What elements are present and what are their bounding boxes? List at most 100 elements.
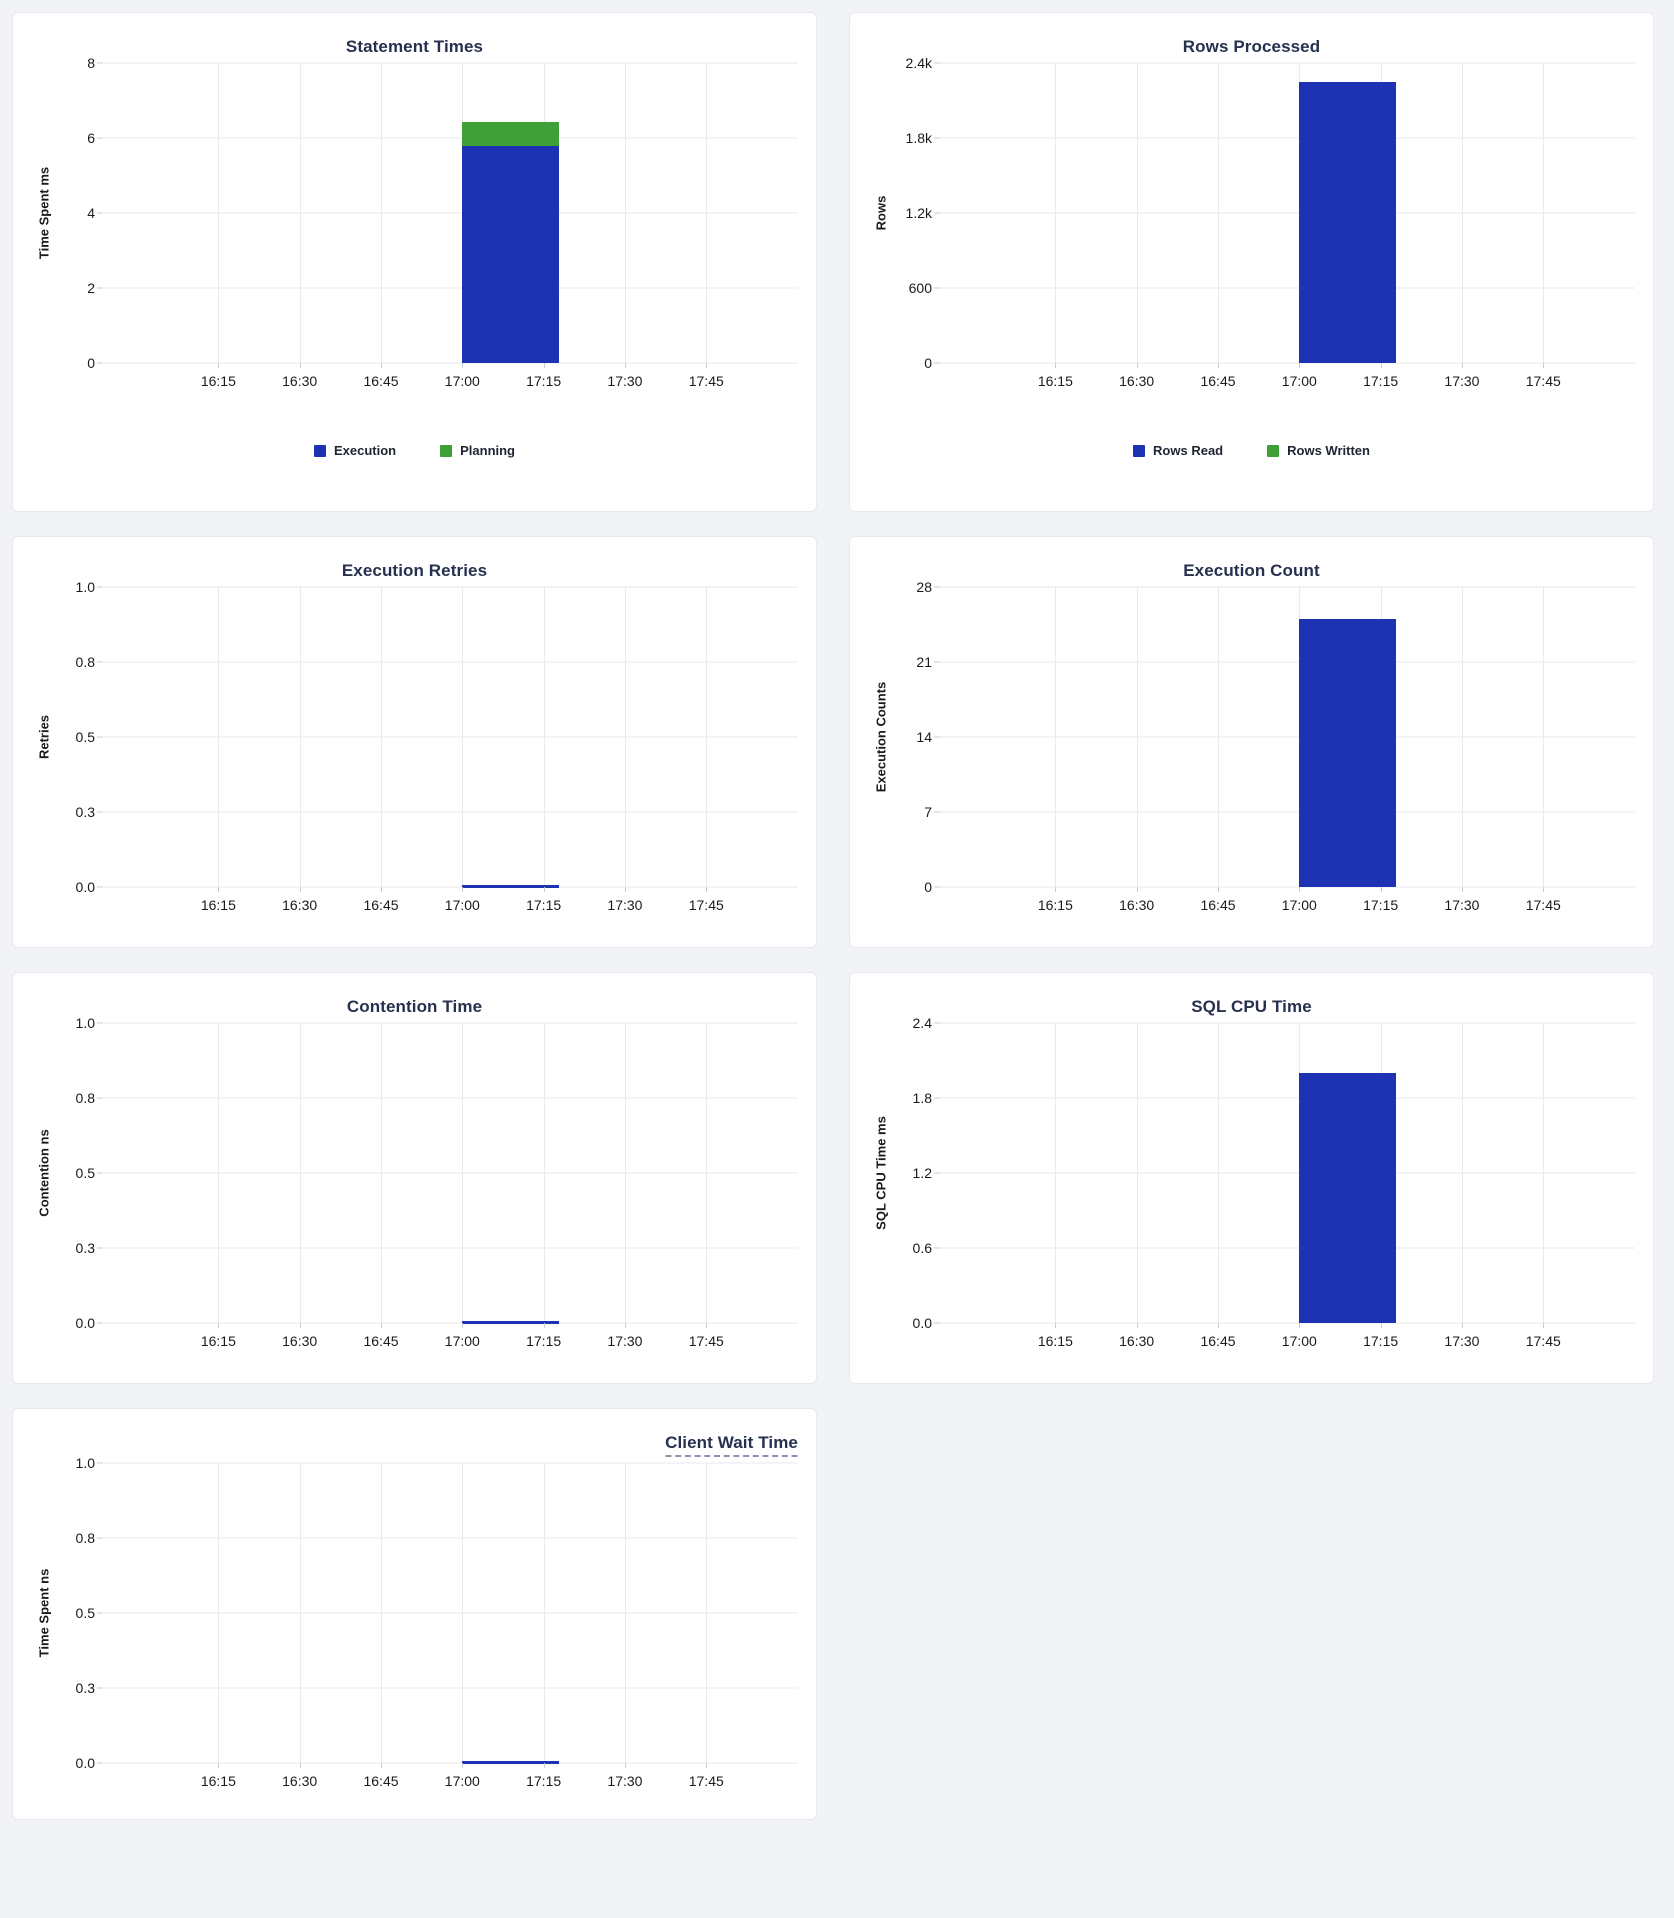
legend-swatch-icon bbox=[313, 444, 326, 457]
y-tick-label: 21 bbox=[916, 654, 932, 670]
plot-area-rows-processed: Rows 2.4k 1.8k 1.2k 600 0 bbox=[868, 55, 1635, 371]
x-tick-label: 17:45 bbox=[1525, 373, 1561, 389]
bar-segment-planning[interactable] bbox=[462, 121, 559, 147]
y-axis-ticks-contention-time: 1.0 0.8 0.5 0.3 0.0 bbox=[57, 1015, 103, 1331]
x-tick-label: 17:30 bbox=[1444, 1333, 1480, 1349]
x-axis-rows-processed: 16:15 16:30 16:45 17:00 17:15 17:30 17:4… bbox=[940, 363, 1635, 397]
legend-label: Rows Written bbox=[1287, 443, 1370, 458]
x-tick-label: 16:15 bbox=[200, 373, 236, 389]
plot-area-sql-cpu-time: SQL CPU Time ms 2.4 1.8 1.2 0.6 0.0 bbox=[868, 1015, 1635, 1331]
chart-title-client-wait-time[interactable]: Client Wait Time bbox=[665, 1433, 798, 1457]
x-tick-label: 16:45 bbox=[1200, 1333, 1236, 1349]
line-series-client-wait[interactable] bbox=[462, 1761, 559, 1764]
y-tick-label: 8 bbox=[87, 55, 95, 71]
y-axis-ticks-execution-count: 28 21 14 7 0 bbox=[894, 579, 940, 895]
y-axis-ticks-client-wait-time: 1.0 0.8 0.5 0.3 0.0 bbox=[57, 1455, 103, 1771]
legend-item-rows-read[interactable]: Rows Read bbox=[1133, 443, 1223, 458]
chart-card-execution-count: Execution Count Execution Counts 28 21 1… bbox=[849, 536, 1654, 948]
legend-rows-processed: Rows Read Rows Written bbox=[868, 443, 1635, 458]
x-tick-label: 17:15 bbox=[526, 897, 562, 913]
chart-card-client-wait-time: Client Wait Time Time Spent ns 1.0 0.8 0… bbox=[12, 1408, 817, 1820]
bar-segment-execution[interactable] bbox=[462, 146, 559, 363]
x-tick-label: 16:30 bbox=[282, 1333, 318, 1349]
chart-card-sql-cpu-time: SQL CPU Time SQL CPU Time ms 2.4 1.8 1.2… bbox=[849, 972, 1654, 1384]
legend-item-planning[interactable]: Planning bbox=[440, 443, 515, 458]
y-tick-label: 0 bbox=[924, 355, 932, 371]
plot-area-execution-count: Execution Counts 28 21 14 7 0 bbox=[868, 579, 1635, 895]
x-tick-label: 16:15 bbox=[1037, 897, 1073, 913]
y-axis-ticks-sql-cpu-time: 2.4 1.8 1.2 0.6 0.0 bbox=[894, 1015, 940, 1331]
x-tick-label: 17:15 bbox=[1363, 373, 1399, 389]
x-tick-label: 16:15 bbox=[1037, 373, 1073, 389]
legend-label: Planning bbox=[460, 443, 515, 458]
y-axis-label-sql-cpu-time: SQL CPU Time ms bbox=[873, 1116, 889, 1230]
x-tick-label: 17:45 bbox=[1525, 897, 1561, 913]
y-tick-label: 28 bbox=[916, 579, 932, 595]
y-tick-label: 2.4k bbox=[905, 55, 932, 71]
y-axis-label-client-wait-time: Time Spent ns bbox=[36, 1568, 52, 1658]
x-tick-label: 16:15 bbox=[200, 897, 236, 913]
x-tick-label: 17:45 bbox=[688, 1333, 724, 1349]
charts-dashboard: Statement Times Time Spent ms 8 6 4 2 0 bbox=[12, 12, 1654, 1820]
x-tick-label: 17:15 bbox=[526, 1333, 562, 1349]
x-tick-label: 17:00 bbox=[444, 897, 480, 913]
x-tick-label: 17:15 bbox=[526, 373, 562, 389]
line-series-contention[interactable] bbox=[462, 1321, 559, 1324]
chart-card-rows-processed: Rows Processed Rows 2.4k 1.8k 1.2k 600 0 bbox=[849, 12, 1654, 512]
y-tick-label: 0.3 bbox=[75, 1680, 95, 1696]
plot-canvas-execution-count bbox=[940, 586, 1635, 888]
x-axis-sql-cpu-time: 16:15 16:30 16:45 17:00 17:15 17:30 17:4… bbox=[940, 1323, 1635, 1357]
plot-canvas-sql-cpu-time bbox=[940, 1022, 1635, 1324]
x-tick-label: 17:45 bbox=[688, 1773, 724, 1789]
line-series-retries[interactable] bbox=[462, 885, 559, 888]
x-tick-label: 16:45 bbox=[363, 1773, 399, 1789]
x-tick-label: 16:45 bbox=[363, 897, 399, 913]
bar-segment-rows-read[interactable] bbox=[1299, 81, 1396, 363]
chart-title-rows-processed: Rows Processed bbox=[1182, 37, 1321, 56]
y-tick-label: 1.8k bbox=[905, 130, 932, 146]
bar-rows-processed[interactable] bbox=[1299, 81, 1396, 363]
y-tick-label: 1.2k bbox=[905, 205, 932, 221]
bar-execution-count[interactable] bbox=[1299, 619, 1396, 887]
plot-canvas-statement-times bbox=[103, 62, 798, 364]
y-tick-label: 0.8 bbox=[75, 1090, 95, 1106]
plot-area-client-wait-time: Time Spent ns 1.0 0.8 0.5 0.3 0.0 bbox=[31, 1455, 798, 1771]
chart-title-contention-time: Contention Time bbox=[346, 997, 483, 1016]
plot-canvas-rows-processed bbox=[940, 62, 1635, 364]
y-tick-label: 0.5 bbox=[75, 1165, 95, 1181]
x-tick-label: 16:30 bbox=[1119, 897, 1155, 913]
x-tick-label: 17:30 bbox=[1444, 373, 1480, 389]
chart-title-statement-times: Statement Times bbox=[345, 37, 484, 56]
x-axis-statement-times: 16:15 16:30 16:45 17:00 17:15 17:30 17:4… bbox=[103, 363, 798, 397]
y-tick-label: 0.3 bbox=[75, 1240, 95, 1256]
y-tick-label: 0.8 bbox=[75, 654, 95, 670]
x-tick-label: 17:00 bbox=[444, 1773, 480, 1789]
x-tick-label: 16:45 bbox=[1200, 373, 1236, 389]
y-axis-label-execution-retries: Retries bbox=[36, 714, 52, 760]
legend-swatch-icon bbox=[1133, 444, 1146, 457]
bar-sql-cpu-time[interactable] bbox=[1299, 1073, 1396, 1323]
y-axis-label-rows-processed: Rows bbox=[873, 195, 889, 231]
x-axis-client-wait-time: 16:15 16:30 16:45 17:00 17:15 17:30 17:4… bbox=[103, 1763, 798, 1797]
x-tick-label: 17:45 bbox=[688, 373, 724, 389]
y-axis-ticks-rows-processed: 2.4k 1.8k 1.2k 600 0 bbox=[894, 55, 940, 371]
x-tick-label: 16:15 bbox=[1037, 1333, 1073, 1349]
y-tick-label: 0.0 bbox=[75, 1315, 95, 1331]
y-tick-label: 0.0 bbox=[912, 1315, 932, 1331]
x-tick-label: 17:00 bbox=[444, 1333, 480, 1349]
x-tick-label: 17:15 bbox=[526, 1773, 562, 1789]
x-tick-label: 16:30 bbox=[282, 897, 318, 913]
plot-canvas-execution-retries bbox=[103, 586, 798, 888]
y-tick-label: 0.5 bbox=[75, 729, 95, 745]
legend-item-rows-written[interactable]: Rows Written bbox=[1267, 443, 1370, 458]
legend-item-execution[interactable]: Execution bbox=[313, 443, 396, 458]
y-tick-label: 2 bbox=[87, 280, 95, 296]
y-axis-ticks-statement-times: 8 6 4 2 0 bbox=[57, 55, 103, 371]
chart-card-contention-time: Contention Time Contention ns 1.0 0.8 0.… bbox=[12, 972, 817, 1384]
chart-title-sql-cpu-time: SQL CPU Time bbox=[1191, 997, 1312, 1016]
x-tick-label: 17:15 bbox=[1363, 897, 1399, 913]
x-tick-label: 16:45 bbox=[363, 373, 399, 389]
bar-statement-times[interactable] bbox=[462, 121, 559, 363]
plot-area-contention-time: Contention ns 1.0 0.8 0.5 0.3 0.0 bbox=[31, 1015, 798, 1331]
x-axis-contention-time: 16:15 16:30 16:45 17:00 17:15 17:30 17:4… bbox=[103, 1323, 798, 1357]
